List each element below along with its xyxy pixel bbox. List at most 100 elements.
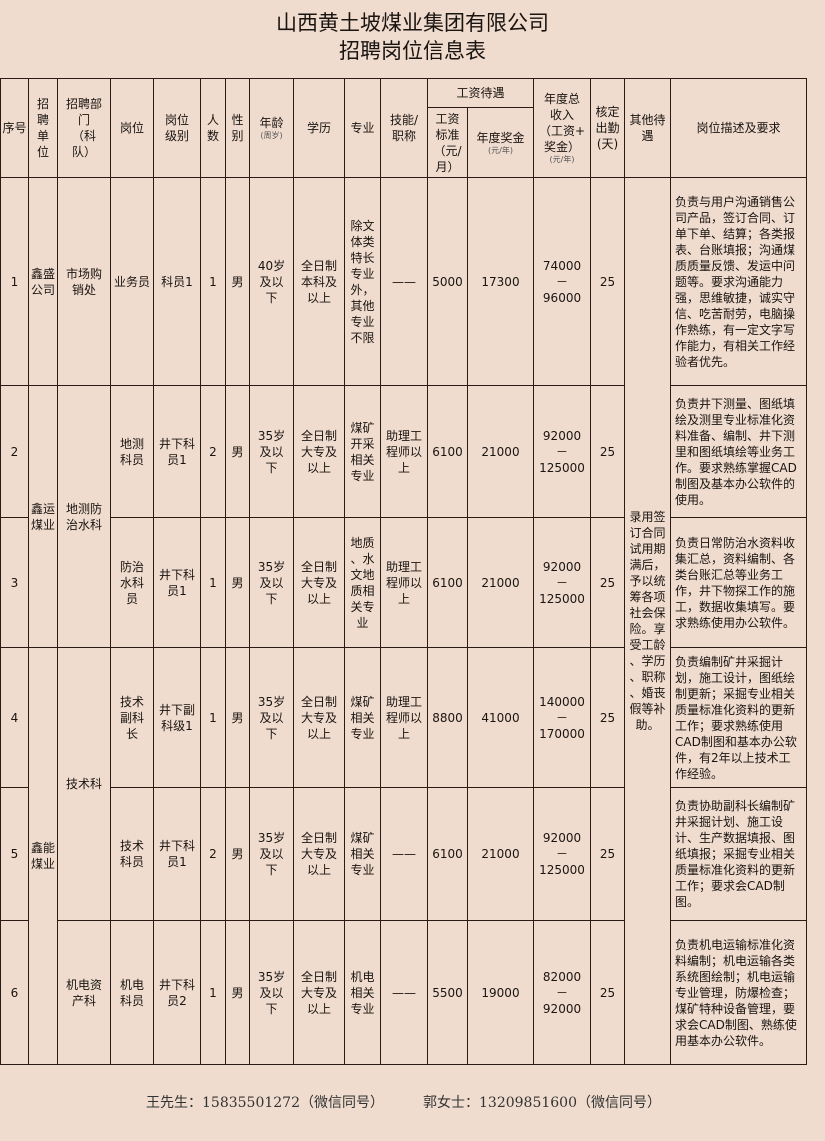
cell-days: 25 <box>590 517 626 648</box>
cell-dept: 机电资 产科 <box>57 920 111 1065</box>
company-title: 山西黄土坡煤业集团有限公司 <box>276 11 549 35</box>
cell-bonus: 21000 <box>466 517 535 648</box>
header-desc: 岗位描述及要求 <box>670 78 808 178</box>
cell-level: 井下科 员1 <box>153 385 201 518</box>
cell-dept: 市场购 销处 <box>57 177 111 386</box>
header-bonus-unit: (元/年) <box>488 145 513 155</box>
cell-level: 井下科 员1 <box>153 787 201 921</box>
header-level: 岗位 级别 <box>153 78 201 178</box>
contact-guo: 郭女士：13209851600（微信同号） <box>423 1095 661 1111</box>
cell-days: 25 <box>590 385 626 518</box>
cell-gender: 男 <box>225 787 250 921</box>
table-row: 5 技术 科员 井下科 员1 2 男 35岁 及以 下全日制 大专及 以上 煤矿 相关 专业… <box>0 787 808 921</box>
cell-level: 科员1 <box>153 177 201 386</box>
cell-post: 机电 科员 <box>110 920 154 1065</box>
cell-bonus: 21000 <box>466 385 535 518</box>
cell-post: 防治 水科 员 <box>110 517 154 648</box>
cell-education: 全日制 本科及 以上 <box>293 177 345 386</box>
cell-skill: 助理工 程师以 上 <box>380 647 428 788</box>
cell-count: 1 <box>200 647 226 788</box>
header-days: 核定 出勤 (天) <box>590 78 626 178</box>
cell-major: 除文 体类 特长 专业 外， 其他 专业 不限 <box>344 177 381 386</box>
cell-gender: 男 <box>225 517 250 648</box>
cell-education: 全日制 大专及 以上 <box>293 647 345 788</box>
cell-age: 35岁 及以 下 <box>249 920 294 1065</box>
cell-salary: 6100 <box>427 787 468 921</box>
cell-other-benefits: 录用签 订合同 试用期 满后， 予以统 筹各项 社会保 险。享 受工龄 、学历 … <box>624 177 672 1065</box>
header-unit: 招 聘 单 位 <box>28 78 58 178</box>
header-age: 年龄 (周岁) <box>249 78 294 178</box>
cell-days: 25 <box>590 177 626 386</box>
cell-major: 煤矿 相关 专业 <box>344 787 381 921</box>
cell-age: 35岁 及以 下 <box>249 385 294 518</box>
table-row: 2 鑫运 煤业 地测防 治水科 地测 科员 井下科 员1 2 男 35岁 及以 下全日制 大专… <box>0 385 808 648</box>
cell-bonus: 41000 <box>466 647 535 788</box>
cell-education: 全日制 大专及 以上 <box>293 920 345 1065</box>
cell-days: 25 <box>590 920 626 1065</box>
cell-age: 35岁 及以 下 <box>249 647 294 788</box>
cell-skill: 助理工 程师以 上 <box>380 517 428 648</box>
header-count: 人 数 <box>200 78 226 178</box>
contact-wang: 王先生：15835501272（微信同号） <box>146 1095 384 1111</box>
cell-major: 煤矿 相关 专业 <box>344 647 381 788</box>
header-seq: 序号 <box>0 78 29 178</box>
cell-salary: 6100 <box>427 385 468 518</box>
cell-desc: 负责日常防治水资料收集汇总，资料编制、各类台账汇总等业务工作，井下物探工作的施工… <box>670 517 808 648</box>
table-row: 1 鑫盛公司 市场购 销处 业务员 科员1 1 男 40岁 及以 下全日制 本科及 以上 除文 … <box>0 177 808 1065</box>
cell-gender: 男 <box>225 920 250 1065</box>
header-skill: 技能/ 职称 <box>380 78 428 178</box>
cell-education: 全日制 大专及 以上 <box>293 385 345 518</box>
header-other: 其他待 遇 <box>624 78 672 178</box>
cell-total: 92000 － 125000 <box>533 517 592 648</box>
cell-seq: 3 <box>0 517 29 648</box>
cell-seq: 5 <box>0 787 29 921</box>
header-salary: 工资 标准 （元/ 月） <box>427 107 468 178</box>
cell-gender: 男 <box>225 177 250 386</box>
cell-skill: —— <box>380 177 428 386</box>
cell-skill: —— <box>380 787 428 921</box>
cell-major: 地质 、水 文地 质相 关专 业 <box>344 517 381 648</box>
cell-education: 全日制 大专及 以上 <box>293 787 345 921</box>
cell-count: 1 <box>200 920 226 1065</box>
cell-post: 技术 科员 <box>110 787 154 921</box>
cell-level: 井下科 员2 <box>153 920 201 1065</box>
cell-bonus: 17300 <box>466 177 535 386</box>
cell-count: 1 <box>200 517 226 648</box>
header-age-label: 年龄 <box>259 116 284 130</box>
cell-level: 井下副 科级1 <box>153 647 201 788</box>
cell-post: 技术 副科 长 <box>110 647 154 788</box>
cell-desc: 负责与用户沟通销售公司产品，签订合同、订单下单、结算；各类报表、台账填报；沟通煤… <box>670 177 808 386</box>
header-gender: 性 别 <box>225 78 250 178</box>
header-bonus-label: 年度奖金 <box>476 130 525 145</box>
cell-age: 35岁 及以 下 <box>249 517 294 648</box>
cell-seq: 1 <box>0 177 29 386</box>
cell-total: 92000 － 125000 <box>533 385 592 518</box>
cell-age: 35岁 及以 下 <box>249 787 294 921</box>
cell-salary: 5500 <box>427 920 468 1065</box>
cell-seq: 2 <box>0 385 29 518</box>
cell-dept: 地测防 治水科 <box>57 385 111 648</box>
cell-days: 25 <box>590 787 626 921</box>
table-title: 招聘岗位信息表 <box>339 39 486 63</box>
cell-unit: 鑫运 煤业 <box>28 385 58 648</box>
cell-dept: 技术科 <box>57 647 111 921</box>
cell-seq: 4 <box>0 647 29 788</box>
table-row: 3 防治 水科 员井下科 员1 1 男 35岁 及以 下全日制 大专及 以上 地质 、水 … <box>0 517 808 648</box>
cell-salary: 5000 <box>427 177 468 386</box>
cell-post: 业务员 <box>110 177 154 386</box>
header-dept: 招聘部 门 （科 队） <box>57 78 111 178</box>
cell-count: 2 <box>200 385 226 518</box>
header-salary-group: 工资待遇 <box>426 78 535 108</box>
header-bonus: 年度奖金 (元/年) <box>466 107 535 178</box>
cell-major: 机电 相关 专业 <box>344 920 381 1065</box>
cell-count: 1 <box>200 177 226 386</box>
cell-desc: 负责机电运输标准化资料编制；机电运输各类系统图绘制；机电运输专业管理，防爆检查；… <box>670 920 808 1065</box>
header-total-unit: (元/年) <box>549 155 575 164</box>
table-row: 4 鑫能 煤业 技术科 技术 副科 长井下副 科级1 1 男 35岁 及以 下全日制 大专及… <box>0 647 808 1065</box>
cell-education: 全日制 大专及 以上 <box>293 517 345 648</box>
cell-age: 40岁 及以 下 <box>249 177 294 386</box>
cell-days: 25 <box>590 647 626 788</box>
cell-gender: 男 <box>225 385 250 518</box>
header-age-unit: (周岁) <box>260 131 283 140</box>
cell-total: 82000 － 92000 <box>533 920 592 1065</box>
